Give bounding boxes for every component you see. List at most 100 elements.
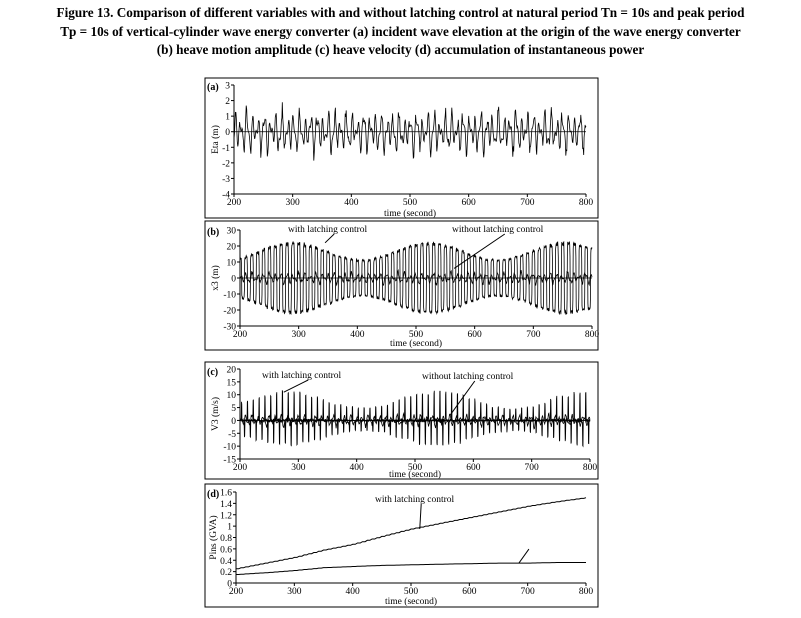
y-tick-label: -1 [222,144,230,154]
y-tick-label: -10 [223,291,236,301]
x-tick-label: 800 [583,463,598,473]
series-line-without-latching-control [236,562,586,575]
caption-line-2: Tp = 10s of vertical-cylinder wave energ… [60,23,741,39]
x-tick-label: 600 [466,463,481,473]
annotation-label: with latching control [375,495,455,505]
x-tick-label: 500 [408,463,423,473]
annotation-arrow [518,548,530,564]
y-tick-label: 0.2 [220,568,232,578]
y-tick-label: -3 [222,175,230,185]
panel-letter: (a) [207,82,219,93]
y-tick-label: 30 [227,227,237,237]
y-tick-label: 15 [227,378,237,388]
panel-letter: (b) [207,227,219,238]
x-tick-label: 300 [287,587,302,597]
y-tick-label: -15 [223,456,236,466]
x-tick-label: 200 [229,587,244,597]
annotation-arrow [283,379,309,393]
panel-letter: (c) [207,367,218,378]
y-axis-label: Eta (m) [210,125,221,154]
y-tick-label: 1 [227,523,232,533]
series-line-without-latching-control [239,411,591,430]
x-tick-label: 200 [233,463,248,473]
x-axis-label: time (second) [385,596,437,607]
x-tick-label: 500 [403,198,418,208]
series-line-with-latching-control [236,497,587,570]
x-tick-label: 800 [579,198,594,208]
annotation-label: with latching control [262,371,342,381]
panel-frame [204,361,599,480]
y-tick-label: 1 [225,113,230,123]
y-tick-label: -4 [222,191,230,201]
y-tick-label: 0.6 [220,545,232,555]
y-axis-label: V3 (m/s) [210,397,221,431]
y-tick-label: 0 [231,417,236,427]
y-axis-label: x3 (m) [210,265,221,291]
y-tick-label: 0.8 [220,534,232,544]
x-axis-label: time (second) [389,469,441,480]
y-axis-label: Pins (GVA) [208,515,219,559]
y-tick-label: 0 [225,128,230,138]
x-tick-label: 400 [350,463,365,473]
x-tick-label: 500 [409,330,424,340]
x-tick-label: 700 [525,463,540,473]
figure-caption: Figure 13. Comparison of different varia… [0,4,801,60]
x-tick-label: 500 [404,587,419,597]
panel-frame [204,220,599,351]
x-tick-label: 600 [468,330,483,340]
x-tick-label: 300 [286,198,301,208]
panel-frame [204,77,599,219]
x-tick-label: 600 [462,198,477,208]
annotation-arrow [324,233,335,244]
annotation-label: with latching control [288,225,368,235]
x-tick-label: 400 [350,330,365,340]
y-tick-label: 1.6 [220,489,232,499]
caption-line-3: (b) heave motion amplitude (c) heave vel… [156,42,645,57]
x-tick-label: 300 [291,463,306,473]
x-tick-label: 200 [227,198,242,208]
y-tick-label: -20 [223,307,236,317]
y-tick-label: 20 [227,366,237,376]
y-tick-label: -5 [228,430,236,440]
y-tick-label: 0 [227,580,232,590]
x-tick-label: 400 [346,587,361,597]
series-line-without-latching-control [239,268,593,287]
y-tick-label: 20 [227,243,237,253]
annotation-label: without latching control [422,372,514,382]
panel-frame [204,483,599,608]
annotation-arrow [419,503,422,529]
series-line-with-latching-control [239,390,591,448]
y-tick-label: 1.4 [220,500,232,510]
x-axis-label: time (second) [390,338,442,349]
y-tick-label: -2 [222,159,230,169]
caption-line-1: Figure 13. Comparison of different varia… [56,5,745,20]
x-tick-label: 600 [462,587,477,597]
panel-letter: (d) [207,489,219,500]
x-tick-label: 400 [344,198,359,208]
x-tick-label: 200 [233,330,248,340]
y-tick-label: 1.2 [220,511,232,521]
y-tick-label: -30 [223,323,236,333]
x-tick-label: 800 [585,330,600,340]
y-tick-label: 5 [231,404,236,414]
x-tick-label: 800 [579,587,594,597]
annotation-arrow [453,233,506,269]
series-line-with-latching-control [239,240,593,316]
y-tick-label: 10 [227,391,237,401]
y-tick-label: 0.4 [220,557,232,567]
x-tick-label: 700 [526,330,541,340]
x-tick-label: 700 [521,587,536,597]
x-axis-label: time (second) [384,208,436,219]
y-tick-label: -10 [223,443,236,453]
y-tick-label: 2 [225,97,230,107]
y-tick-label: 10 [227,259,237,269]
y-tick-label: 0 [231,275,236,285]
x-tick-label: 300 [292,330,307,340]
x-tick-label: 700 [520,198,535,208]
annotation-label: without latching control [452,225,544,235]
